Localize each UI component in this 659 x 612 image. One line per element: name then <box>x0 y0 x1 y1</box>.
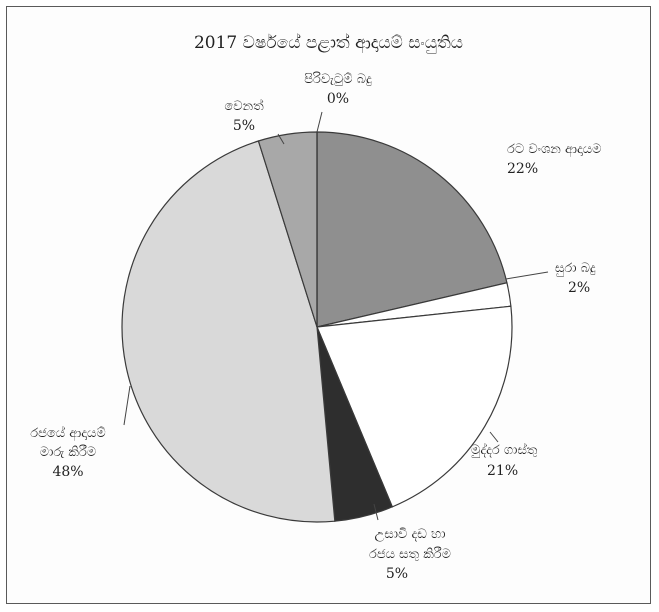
pie-slice <box>121 140 336 523</box>
slice-value-label: 5% <box>386 566 408 582</box>
leader-line <box>277 133 285 145</box>
slice-label: රජයේ ආදායම් මාරු කිරීම <box>30 425 105 460</box>
leader-line <box>373 503 379 521</box>
slice-label: පිරිවැටුම් බදු <box>304 71 372 87</box>
slice-label: සුරා බදු <box>555 261 596 276</box>
chart-title: 2017 වර්ෂයේ පළාත් ආදායම් සංයුතිය <box>193 33 463 53</box>
leader-line <box>505 271 549 280</box>
pie-slice <box>316 131 508 328</box>
pie-slice <box>316 305 513 508</box>
slice-value-label: 5% <box>233 118 255 134</box>
slice-label: උසාවි දඩ හා රජය සතු කිරීම <box>369 527 451 562</box>
slice-value-label: 22% <box>507 161 538 177</box>
slice-label: වෙනත් <box>224 98 264 114</box>
slice-value-label: 0% <box>327 91 349 107</box>
slice-label: මුද්දර ගාස්තු <box>471 442 538 458</box>
leader-line <box>123 385 131 426</box>
leader-line <box>316 111 323 133</box>
slice-value-label: 21% <box>487 463 518 479</box>
slice-label: රට වංශන ආදායම <box>507 142 601 157</box>
leader-line <box>489 431 499 443</box>
slice-value-label: 2% <box>568 280 590 296</box>
slice-value-label: 48% <box>52 464 83 480</box>
